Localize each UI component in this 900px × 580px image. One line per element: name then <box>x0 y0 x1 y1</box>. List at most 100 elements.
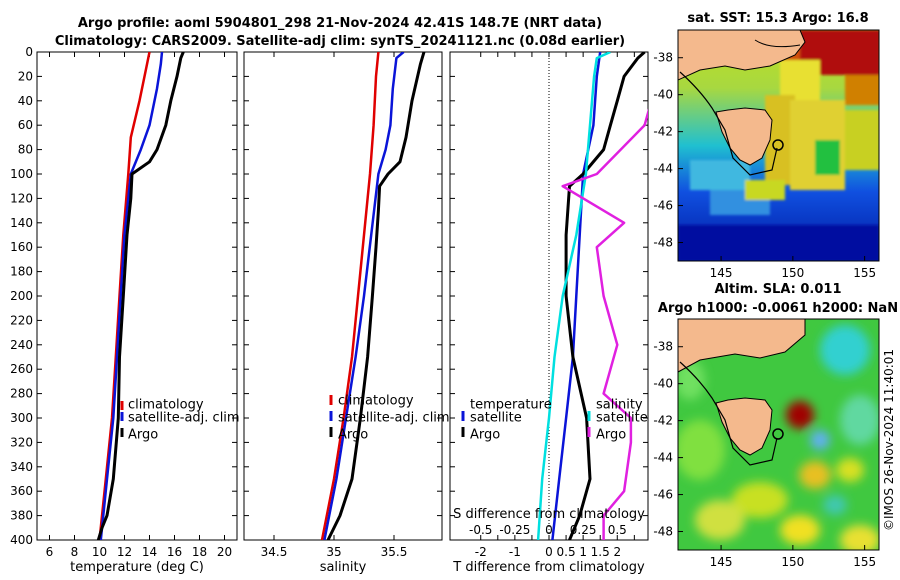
s-diff-tick-label: 0 <box>545 523 553 537</box>
difference-legend: temperature satellite Argo salinity sate… <box>461 398 648 443</box>
y-tick-label: 340 <box>10 460 33 474</box>
y-tick-label: 300 <box>10 411 33 425</box>
legend-s-argo: Argo <box>596 428 626 443</box>
series-line-argo <box>326 52 426 540</box>
y-tick-label: 400 <box>10 533 33 547</box>
y-tick-label: 100 <box>10 167 33 181</box>
figure-title-line1: Argo profile: aoml 5904801_298 21-Nov-20… <box>78 16 602 31</box>
legend-climatology: climatology <box>128 398 204 413</box>
salinity-ticks: 34.5 35 35.5 <box>244 51 442 559</box>
salinity-xlabel: salinity <box>320 560 367 575</box>
legend-t-argo: Argo <box>470 428 500 443</box>
temperature-xlabel: temperature (deg C) <box>70 560 204 575</box>
salinity-diff-ticks: -0.5 -0.25 0 0.25 0.5 <box>469 523 627 537</box>
map-y-tick-label: -40 <box>653 88 673 102</box>
x-tick-label: 20 <box>217 545 232 559</box>
x-tick-label: 34.5 <box>261 545 288 559</box>
legend-t-satellite: satellite <box>470 411 522 426</box>
y-tick-label: 360 <box>10 484 33 498</box>
map-y-tick-label: -42 <box>653 414 673 428</box>
s-diff-tick-label: -0.25 <box>499 523 530 537</box>
salinity-panel: 34.5 35 35.5 salinity climatology satellit… <box>243 51 450 575</box>
sst-map-ticks: 145 150 155 -38 -40 -42 -44 -46 -48 <box>653 51 876 280</box>
x-tick-label: 8 <box>71 545 79 559</box>
map-y-tick-label: -44 <box>653 162 673 176</box>
legend-s-satellite: satellite <box>596 411 648 426</box>
s-diff-tick-label: 0.25 <box>570 523 597 537</box>
map-y-tick-label: -40 <box>653 377 673 391</box>
salinity-legend: climatology satellite-adj. clim Argo <box>329 394 450 443</box>
map-x-tick-label: 150 <box>781 266 804 280</box>
legend-temperature-title: temperature <box>470 398 552 413</box>
x-tick-label: 2 <box>613 545 621 559</box>
y-tick-label: 160 <box>10 240 33 254</box>
difference-ticks: -2 -1 0 0.5 1 1.5 2 <box>450 51 648 559</box>
x-tick-label: 0.5 <box>557 545 576 559</box>
salinity-axes <box>243 51 443 541</box>
credit-stamp: ©IMOS 26-Nov-2024 11:40:01 <box>882 349 896 531</box>
sst-map-panel: sat. SST: 15.3 Argo: 16.8 <box>653 11 880 280</box>
y-tick-label: 140 <box>10 216 33 230</box>
temperature-axes <box>36 51 238 541</box>
y-tick-label: 320 <box>10 435 33 449</box>
y-tick-label: 380 <box>10 509 33 523</box>
temperature-ticks: 0 20 40 60 80 100 120 140 160 180 200 220 240 260 280 3… <box>10 45 237 559</box>
difference-xlabel-top: S difference from climatology <box>453 507 645 522</box>
y-tick-label: 280 <box>10 387 33 401</box>
x-tick-label: 16 <box>167 545 182 559</box>
y-tick-label: 200 <box>10 289 33 303</box>
difference-series <box>536 52 648 540</box>
figure-title-line2: Climatology: CARS2009. Satellite-adj cli… <box>55 34 625 49</box>
sst-map-image <box>678 30 879 261</box>
series-line-s-argo <box>561 108 648 540</box>
x-tick-label: -1 <box>509 545 521 559</box>
y-tick-label: 180 <box>10 265 33 279</box>
difference-panel: -2 -1 0 0.5 1 1.5 2 T difference from climatol… <box>449 51 649 575</box>
legend-salinity-title: salinity <box>596 398 643 413</box>
series-line-argo <box>96 52 185 540</box>
series-line-satellite-adj-clim <box>323 52 405 540</box>
sst-map-title: sat. SST: 15.3 Argo: 16.8 <box>687 11 868 26</box>
map-x-tick-label: 155 <box>853 555 876 569</box>
map-x-tick-label: 155 <box>853 266 876 280</box>
x-tick-label: 0 <box>545 545 553 559</box>
temperature-series <box>96 52 185 540</box>
map-y-tick-label: -48 <box>653 525 673 539</box>
y-tick-label: 60 <box>18 118 33 132</box>
map-y-tick-label: -48 <box>653 236 673 250</box>
x-tick-label: 1 <box>579 545 587 559</box>
map-y-tick-label: -38 <box>653 51 673 65</box>
temperature-panel: 0 20 40 60 80 100 120 140 160 180 200 220 240 260 280 3… <box>10 45 240 575</box>
argo-position-marker <box>772 139 784 151</box>
legend-satellite: satellite-adj. clim <box>128 411 240 426</box>
sla-map-panel: Altim. SLA: 0.011 Argo h1000: -0.0061 h2… <box>653 282 898 569</box>
series-line-t-satellite <box>551 52 602 540</box>
x-tick-label: -2 <box>475 545 487 559</box>
map-y-tick-label: -42 <box>653 125 673 139</box>
map-y-tick-label: -46 <box>653 199 673 213</box>
difference-xlabel: T difference from climatology <box>452 560 645 575</box>
y-tick-label: 260 <box>10 362 33 376</box>
sla-map-ticks: 145 150 155 -38 -40 -42 -44 -46 -48 <box>653 340 876 569</box>
argo-position-marker <box>772 428 784 440</box>
y-tick-label: 80 <box>18 143 33 157</box>
legend-argo: Argo <box>338 428 368 443</box>
x-tick-label: 6 <box>46 545 54 559</box>
x-tick-label: 18 <box>192 545 207 559</box>
x-tick-label: 10 <box>92 545 107 559</box>
series-line-climatology <box>320 52 380 540</box>
y-tick-label: 240 <box>10 338 33 352</box>
x-tick-label: 35.5 <box>381 545 408 559</box>
s-diff-tick-label: 0.5 <box>608 523 627 537</box>
map-y-tick-label: -44 <box>653 451 673 465</box>
legend-climatology: climatology <box>338 394 414 409</box>
sla-map-title-line1: Altim. SLA: 0.011 <box>715 282 842 297</box>
temperature-legend: climatology satellite-adj. clim Argo <box>120 398 240 443</box>
map-y-tick-label: -46 <box>653 488 673 502</box>
series-line-satellite-adj-clim <box>99 52 164 540</box>
series-line-s-satellite <box>536 52 611 540</box>
sla-map-image <box>678 319 879 550</box>
y-tick-label: 20 <box>18 69 33 83</box>
y-tick-label: 0 <box>25 45 33 59</box>
